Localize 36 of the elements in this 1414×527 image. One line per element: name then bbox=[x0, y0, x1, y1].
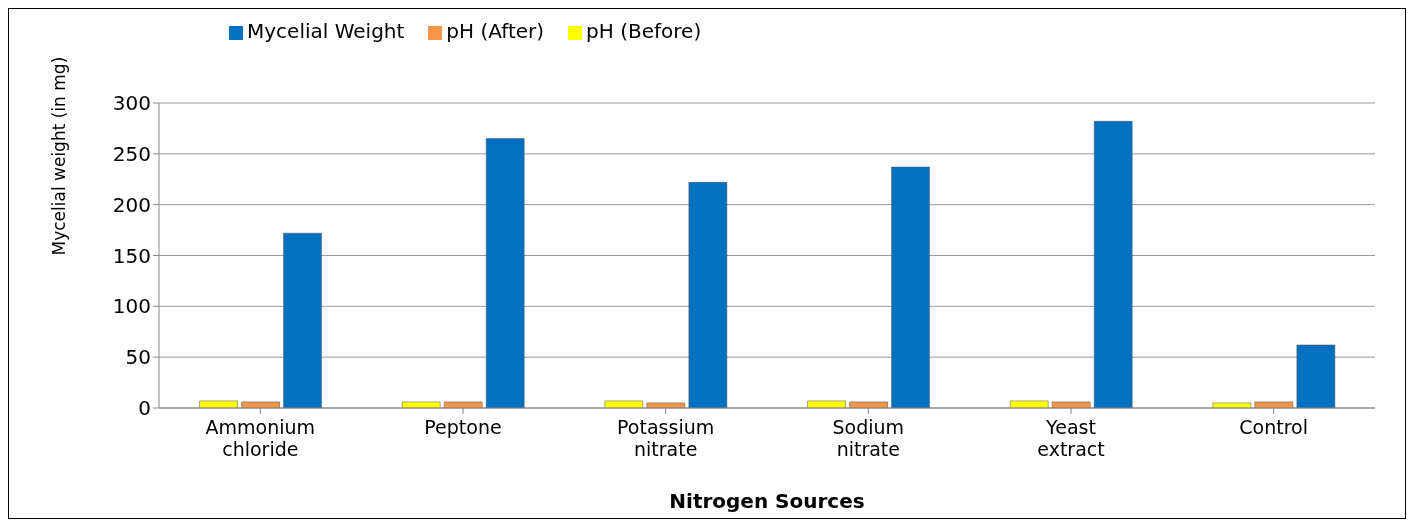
bar bbox=[401, 401, 441, 408]
y-tick-label: 300 bbox=[112, 91, 151, 116]
bar bbox=[1296, 344, 1336, 408]
bar bbox=[1051, 401, 1091, 408]
bar bbox=[199, 400, 238, 408]
bar bbox=[1212, 402, 1252, 408]
x-tick-label: Potassium nitrate bbox=[617, 416, 715, 460]
bar bbox=[604, 400, 644, 408]
bar bbox=[485, 138, 525, 408]
bar bbox=[1254, 401, 1294, 408]
x-tick-label: Ammonium chloride bbox=[205, 416, 316, 460]
bar bbox=[1009, 400, 1049, 408]
bar bbox=[1093, 121, 1133, 408]
legend-label: Mycelial Weight bbox=[247, 19, 405, 43]
y-tick-label: 50 bbox=[125, 345, 151, 370]
bar bbox=[241, 401, 280, 408]
y-tick-label: 0 bbox=[138, 396, 151, 421]
y-axis-title: Mycelial weight (in mg) bbox=[49, 56, 70, 256]
x-tick-label: Peptone bbox=[424, 416, 502, 438]
bar bbox=[807, 400, 846, 408]
y-tick-label: 100 bbox=[112, 294, 151, 319]
y-tick-label: 150 bbox=[112, 243, 151, 268]
x-tick-label: Yeast extract bbox=[1037, 416, 1105, 460]
x-tick-label: Control bbox=[1239, 416, 1309, 438]
x-tick-label: Sodium nitrate bbox=[832, 416, 905, 460]
y-tick-label: 250 bbox=[112, 141, 151, 166]
y-tick-label: 200 bbox=[112, 192, 151, 217]
x-axis-title: Nitrogen Sources bbox=[669, 489, 865, 513]
bar bbox=[646, 402, 686, 408]
bar bbox=[688, 182, 728, 408]
legend-label: pH (Before) bbox=[586, 19, 702, 43]
bar bbox=[283, 232, 322, 408]
legend-label: pH (After) bbox=[446, 19, 545, 43]
bar bbox=[891, 166, 930, 408]
bar bbox=[443, 401, 483, 408]
bar bbox=[849, 401, 888, 408]
